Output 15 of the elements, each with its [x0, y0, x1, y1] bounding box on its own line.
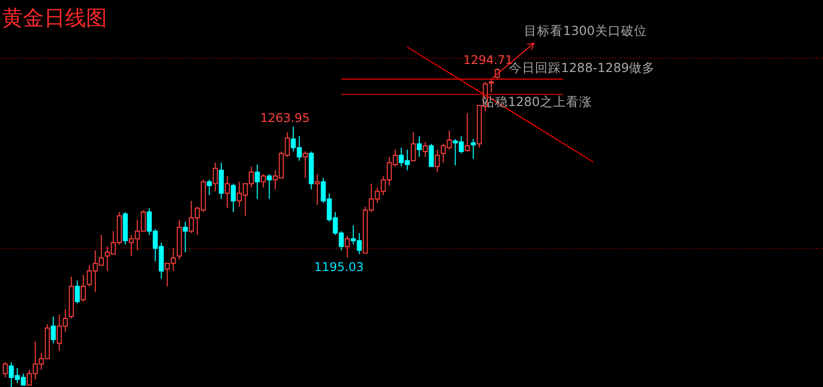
candlestick	[182, 221, 188, 253]
annotation: 1195.03	[314, 260, 364, 274]
candlestick	[212, 162, 218, 192]
candlestick	[218, 162, 224, 200]
candlestick	[254, 164, 260, 200]
candlestick	[488, 78, 494, 94]
annotation: 1263.95	[260, 111, 310, 125]
chart-title: 黄金日线图	[2, 6, 107, 30]
candlestick	[470, 138, 476, 160]
candlestick	[416, 136, 422, 158]
candlestick	[314, 174, 320, 206]
candlestick	[344, 235, 350, 258]
text: 目标看1300关口破位	[524, 23, 647, 38]
candlestick	[224, 176, 230, 209]
candlestick	[50, 316, 56, 344]
